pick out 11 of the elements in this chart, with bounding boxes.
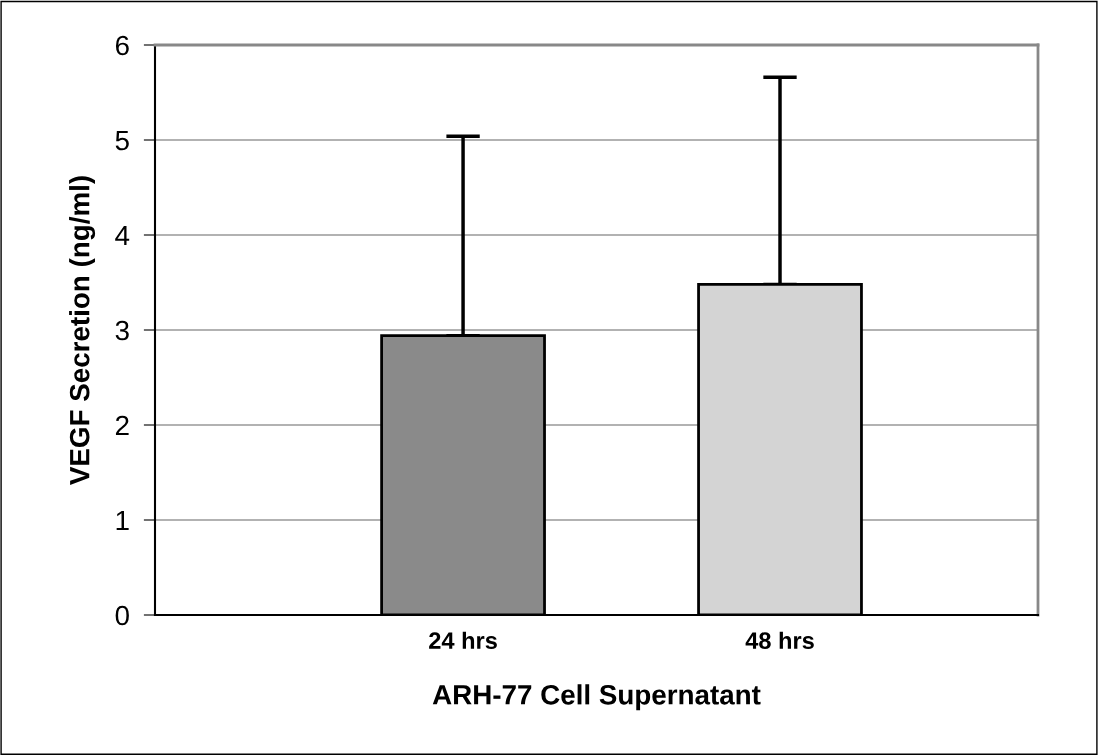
y-axis-title: VEGF Secretion (ng/ml) — [69, 176, 96, 485]
y-tick-label: 2 — [115, 415, 129, 436]
y-tick-label: 1 — [116, 510, 129, 531]
y-tick-label: 5 — [115, 130, 129, 151]
x-tick-label: 48 hrs — [745, 631, 814, 650]
x-axis-title: ARH-77 Cell Supernatant — [432, 684, 761, 711]
y-tick-label: 4 — [115, 225, 130, 246]
y-tick-label: 3 — [115, 320, 129, 341]
y-tick-label: 6 — [115, 35, 129, 56]
y-tick-label: 0 — [115, 605, 129, 626]
x-tick-label: 24 hrs — [429, 631, 497, 650]
